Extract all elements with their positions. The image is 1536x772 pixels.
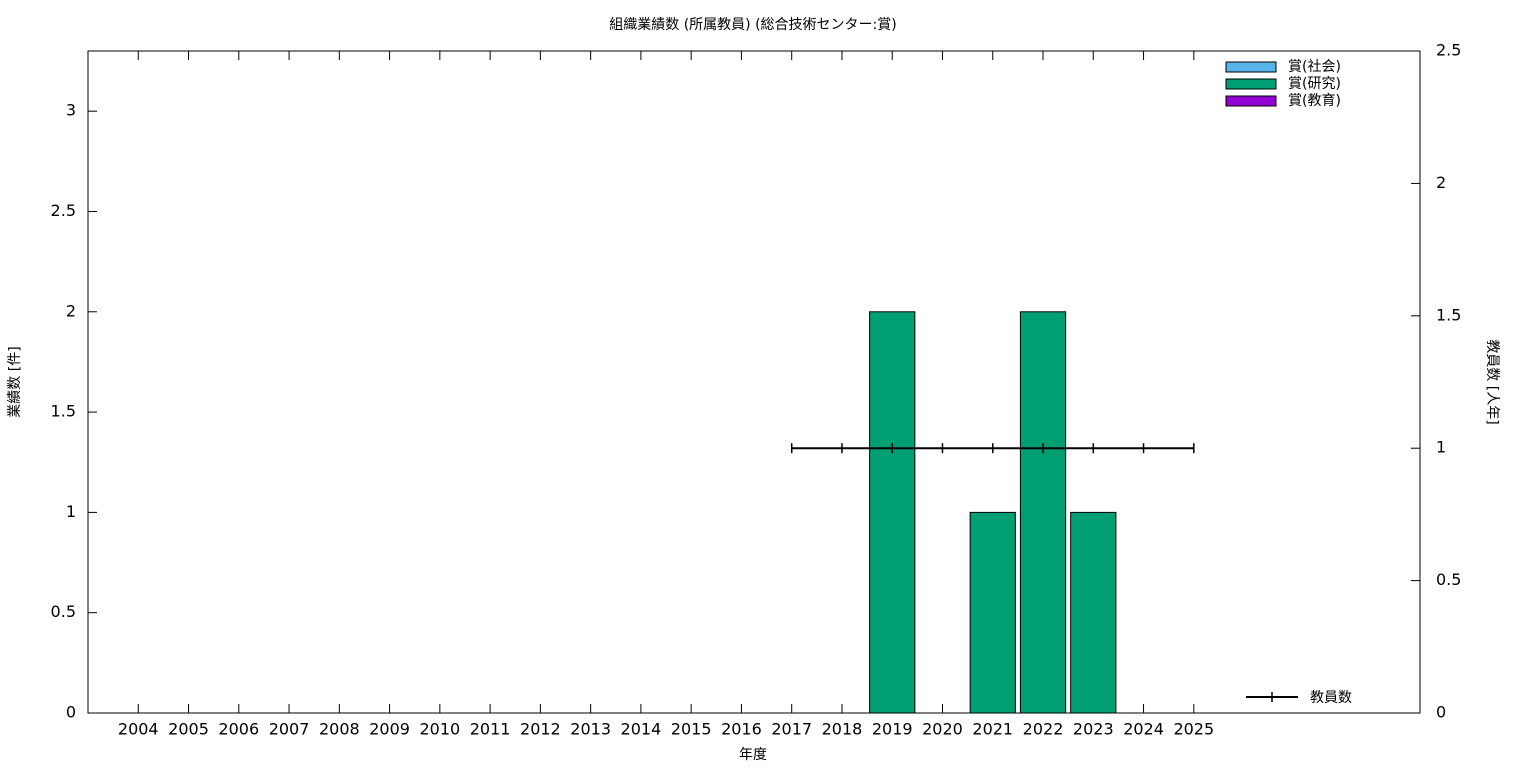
- bar: [1019, 311, 1067, 714]
- legend-swatch: [1225, 78, 1277, 90]
- legend-label: 賞(教育): [1288, 93, 1341, 109]
- x-tick-label: 2020: [922, 720, 963, 739]
- x-tick-label: 2012: [520, 720, 561, 739]
- x-tick-label: 2006: [218, 720, 259, 739]
- x-tick-label: 2004: [118, 720, 159, 739]
- x-tick-label: 2014: [621, 720, 662, 739]
- x-tick-label: 2013: [570, 720, 611, 739]
- y2-tick-label: 1.5: [1436, 305, 1461, 324]
- y-tick-label: 0: [66, 703, 76, 722]
- x-tick-label: 2008: [319, 720, 360, 739]
- x-axis-label: 年度: [739, 747, 767, 763]
- x-tick-label: 2023: [1073, 720, 1114, 739]
- y2-tick-label: 2.5: [1436, 41, 1461, 60]
- x-tick-label: 2005: [168, 720, 209, 739]
- x-tick-label: 2007: [269, 720, 310, 739]
- y2-tick-label: 1: [1436, 438, 1446, 457]
- plot-frame: [87, 50, 1421, 714]
- y2-tick-label: 0: [1436, 703, 1446, 722]
- x-tick-label: 2017: [771, 720, 812, 739]
- y2-tick-label: 2: [1436, 173, 1446, 192]
- bar: [1070, 511, 1117, 714]
- x-tick-label: 2019: [872, 720, 913, 739]
- legend-label: 教員数: [1310, 690, 1352, 706]
- legend-swatch: [1225, 95, 1277, 107]
- x-tick-label: 2025: [1173, 720, 1214, 739]
- x-tick-label: 2016: [721, 720, 762, 739]
- y-axis-label: 業績数 [件]: [7, 346, 23, 417]
- x-tick-label: 2011: [470, 720, 511, 739]
- x-tick-label: 2010: [419, 720, 460, 739]
- chart-title: 組織業績数 (所属教員) (総合技術センター:賞): [609, 17, 896, 33]
- y-tick-label: 3: [66, 101, 76, 120]
- x-tick-label: 2021: [972, 720, 1013, 739]
- y-tick-label: 2: [66, 301, 76, 320]
- legend-label: 賞(社会): [1288, 59, 1341, 75]
- y-tick-label: 2.5: [51, 201, 76, 220]
- y-tick-label: 0.5: [51, 602, 76, 621]
- x-tick-label: 2022: [1023, 720, 1064, 739]
- x-tick-label: 2018: [822, 720, 863, 739]
- bar: [869, 311, 916, 714]
- y-tick-label: 1: [66, 502, 76, 521]
- y2-axis-label: 教員数 [人年]: [1484, 339, 1500, 424]
- legend-swatch: [1225, 61, 1277, 73]
- x-tick-label: 2009: [369, 720, 410, 739]
- x-tick-label: 2024: [1123, 720, 1164, 739]
- y2-tick-label: 0.5: [1436, 570, 1461, 589]
- x-tick-label: 2015: [671, 720, 712, 739]
- legend-label: 賞(研究): [1288, 76, 1341, 92]
- bar: [969, 511, 1016, 714]
- y-tick-label: 1.5: [51, 402, 76, 421]
